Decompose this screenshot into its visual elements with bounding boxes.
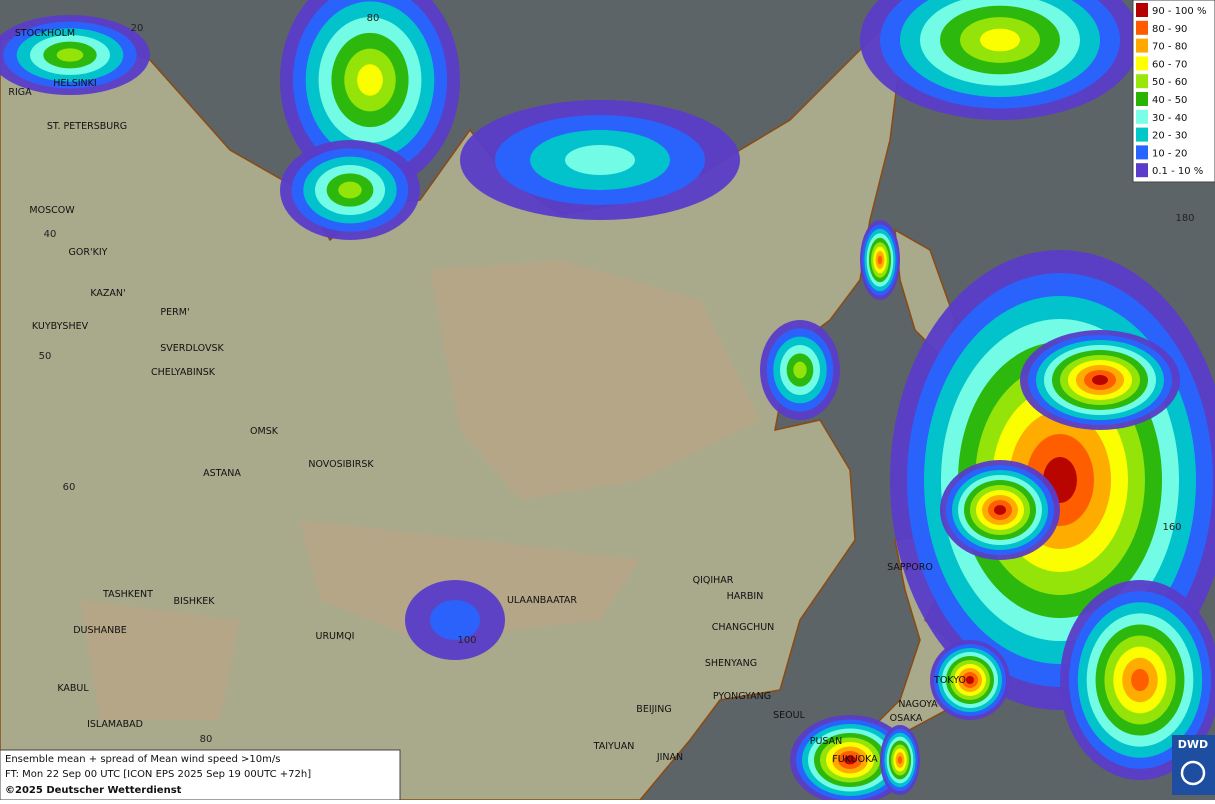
city-label: KUYBYSHEV bbox=[32, 321, 89, 332]
wind-area bbox=[966, 676, 974, 684]
legend-label: 80 - 90 bbox=[1152, 24, 1187, 35]
legend-label: 0.1 - 10 % bbox=[1152, 166, 1203, 177]
legend-swatch bbox=[1136, 127, 1148, 142]
wind-area bbox=[357, 64, 383, 96]
wind-area bbox=[793, 361, 807, 379]
legend: 90 - 100 % 80 - 90 70 - 80 60 - 70 50 - 60 40… bbox=[1136, 3, 1206, 178]
legend-label: 50 - 60 bbox=[1152, 77, 1187, 88]
graticule-label: 20 bbox=[131, 23, 144, 34]
city-label: URUMQI bbox=[316, 631, 355, 642]
city-label: ASTANA bbox=[203, 468, 241, 479]
city-label: GOR'KIY bbox=[69, 247, 108, 258]
mountains bbox=[80, 260, 760, 720]
graticule-label: 80 bbox=[200, 734, 213, 745]
city-label: CHELYABINSK bbox=[151, 367, 216, 378]
legend-swatch bbox=[1136, 92, 1148, 106]
legend-label: 70 - 80 bbox=[1152, 42, 1187, 53]
info-line: FT: Mon 22 Sep 00 UTC [ICON EPS 2025 Sep… bbox=[5, 769, 311, 780]
wind-area bbox=[994, 505, 1006, 515]
city-label: OMSK bbox=[250, 426, 279, 437]
city-label: FUKUOKA bbox=[832, 754, 878, 765]
city-label: ST. PETERSBURG bbox=[47, 121, 127, 132]
labels: STOCKHOLM HELSINKI RIGA ST. PETERSBURG MOSCO… bbox=[8, 13, 1194, 765]
graticule-label: 80 bbox=[367, 13, 380, 24]
legend-swatch bbox=[1136, 38, 1148, 53]
graticule-label: 100 bbox=[457, 635, 476, 646]
legend-swatch bbox=[1136, 109, 1148, 124]
wind-area bbox=[56, 48, 84, 62]
city-label: DUSHANBE bbox=[73, 625, 127, 636]
wind-area bbox=[897, 756, 903, 764]
legend-swatch bbox=[1136, 145, 1148, 160]
city-label: BISHKEK bbox=[174, 596, 216, 607]
wind-area bbox=[1131, 668, 1149, 692]
city-label: SEOUL bbox=[773, 710, 805, 721]
city-label: PUSAN bbox=[810, 736, 843, 747]
city-label: QIQIHAR bbox=[693, 575, 734, 586]
legend-label: 30 - 40 bbox=[1152, 113, 1187, 124]
city-label: BEIJING bbox=[636, 704, 671, 715]
city-label: KABUL bbox=[57, 683, 89, 694]
city-label: MOSCOW bbox=[29, 205, 75, 216]
city-label: NAGOYA bbox=[898, 699, 938, 710]
city-label: TASHKENT bbox=[102, 589, 153, 600]
city-label: STOCKHOLM bbox=[15, 28, 75, 39]
wind-area bbox=[338, 181, 362, 199]
city-label: SVERDLOVSK bbox=[160, 343, 224, 354]
city-label: HELSINKI bbox=[53, 78, 96, 89]
logo-icon bbox=[1180, 760, 1206, 786]
legend-swatch bbox=[1136, 163, 1148, 178]
graticule-label: 160 bbox=[1162, 522, 1181, 533]
graticule-label: 40 bbox=[44, 229, 57, 240]
city-label: OSAKA bbox=[890, 713, 923, 724]
city-label: SHENYANG bbox=[705, 658, 757, 669]
legend-label: 60 - 70 bbox=[1152, 59, 1187, 70]
graticule-label: 180 bbox=[1175, 213, 1194, 224]
city-label: PERM' bbox=[160, 307, 189, 318]
wind-area bbox=[844, 755, 856, 765]
city-label: ULAANBAATAR bbox=[507, 595, 577, 606]
city-label: TAIYUAN bbox=[593, 741, 635, 752]
legend-label: 20 - 30 bbox=[1152, 131, 1187, 142]
city-label: JINAN bbox=[656, 752, 683, 763]
city-label: CHANGCHUN bbox=[712, 622, 775, 633]
city-label: HARBIN bbox=[727, 591, 764, 602]
wind-area bbox=[565, 145, 635, 175]
wind-area bbox=[980, 28, 1020, 52]
city-label: PYONGYANG bbox=[713, 691, 771, 702]
city-label: SAPPORO bbox=[887, 562, 933, 573]
wind-area bbox=[877, 255, 883, 265]
city-label: NOVOSIBIRSK bbox=[308, 459, 374, 470]
legend-label: 40 - 50 bbox=[1152, 95, 1187, 106]
graticule-label: 60 bbox=[63, 482, 76, 493]
wind-area bbox=[430, 600, 480, 640]
legend-swatch bbox=[1136, 56, 1148, 71]
wind-area bbox=[1092, 375, 1108, 385]
legend-swatch bbox=[1136, 74, 1148, 89]
legend-label: 10 - 20 bbox=[1152, 148, 1187, 159]
city-label: KAZAN' bbox=[90, 288, 125, 299]
city-label: TOKYO bbox=[933, 675, 966, 686]
legend-swatch bbox=[1136, 20, 1148, 35]
legend-label: 90 - 100 % bbox=[1152, 6, 1206, 17]
graticule-label: 50 bbox=[39, 351, 52, 362]
info-line: ©2025 Deutscher Wetterdienst bbox=[5, 785, 182, 796]
legend-swatch bbox=[1136, 3, 1148, 17]
info-line: Ensemble mean + spread of Mean wind spee… bbox=[5, 754, 280, 765]
city-label: ISLAMABAD bbox=[87, 719, 143, 730]
city-label: RIGA bbox=[8, 87, 32, 98]
logo-text: DWD bbox=[1178, 738, 1208, 751]
